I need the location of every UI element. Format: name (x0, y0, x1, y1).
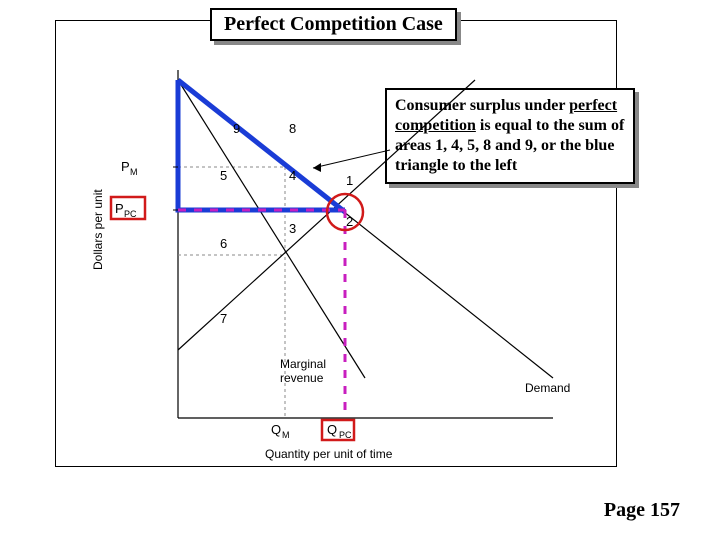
ytick-ppc-sub: PC (124, 209, 137, 219)
ytick-ppc-label: P (115, 201, 124, 216)
xtick-qpc-sub: PC (339, 430, 352, 440)
page-number-text: Page 157 (604, 499, 680, 521)
ytick-pm-label: P (121, 159, 130, 174)
page-number: Page 157 (604, 499, 680, 522)
x-axis-label: Quantity per unit of time (265, 447, 393, 461)
region-5: 5 (220, 168, 227, 183)
mr-label-2: revenue (280, 371, 324, 385)
xtick-qpc-label: Q (327, 422, 337, 437)
demand-label: Demand (525, 381, 570, 395)
arrow-line (313, 150, 390, 168)
region-1: 1 (346, 173, 353, 188)
ytick-pm-sub: M (130, 167, 138, 177)
region-3: 3 (289, 221, 296, 236)
region-2: 2 (346, 214, 353, 229)
blue-hypotenuse (178, 80, 345, 212)
region-6: 6 (220, 236, 227, 251)
region-4: 4 (289, 168, 296, 183)
region-8: 8 (289, 121, 296, 136)
y-axis-label: Dollars per unit (91, 189, 105, 270)
xtick-qm-label: Q (271, 422, 281, 437)
xtick-qm-sub: M (282, 430, 290, 440)
economics-chart: P M P PC Q M Q PC Demand Marginal revenu… (55, 20, 615, 465)
arrow-head (313, 163, 321, 172)
region-9: 9 (233, 121, 240, 136)
region-7: 7 (220, 311, 227, 326)
mr-label-1: Marginal (280, 357, 326, 371)
